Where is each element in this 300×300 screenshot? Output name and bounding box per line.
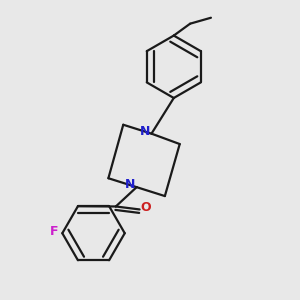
Text: F: F xyxy=(50,225,58,238)
Text: O: O xyxy=(141,202,152,214)
Text: N: N xyxy=(140,125,150,138)
Text: N: N xyxy=(125,178,135,191)
